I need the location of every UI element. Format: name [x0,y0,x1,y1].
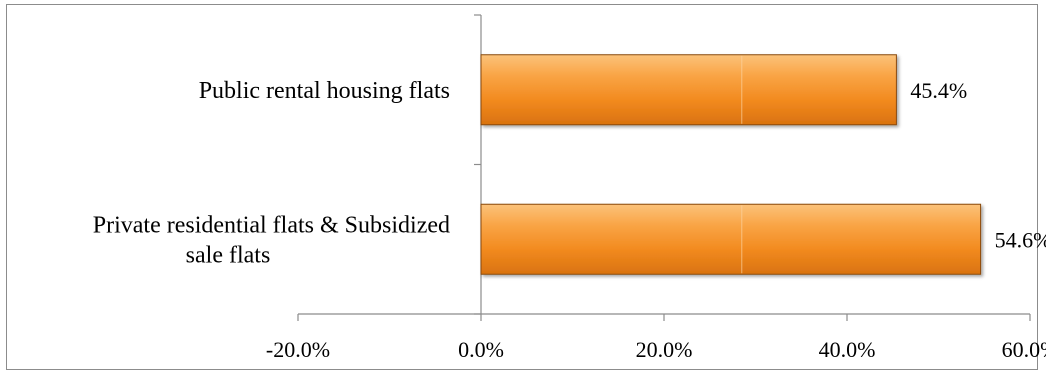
x-tick-label: 40.0% [819,337,876,362]
x-tick-label: 60.0% [1002,337,1046,362]
bar[interactable] [480,203,982,275]
category-label: Private residential flats & Subsidized [93,212,450,238]
category-label: Public rental housing flats [199,78,450,104]
bars [480,54,982,275]
data-label: 45.4% [910,78,967,103]
category-label: sale flats [186,242,271,268]
data-label: 54.6% [995,227,1046,252]
labels: -20.0% 0.0% 20.0% 40.0% 60.0% 45.4% Public ren… [93,78,1046,362]
bar[interactable] [480,54,897,126]
x-tick-label: -20.0% [266,337,330,362]
x-tick-label: 20.0% [636,337,693,362]
x-tick-label: 0.0% [458,337,504,362]
